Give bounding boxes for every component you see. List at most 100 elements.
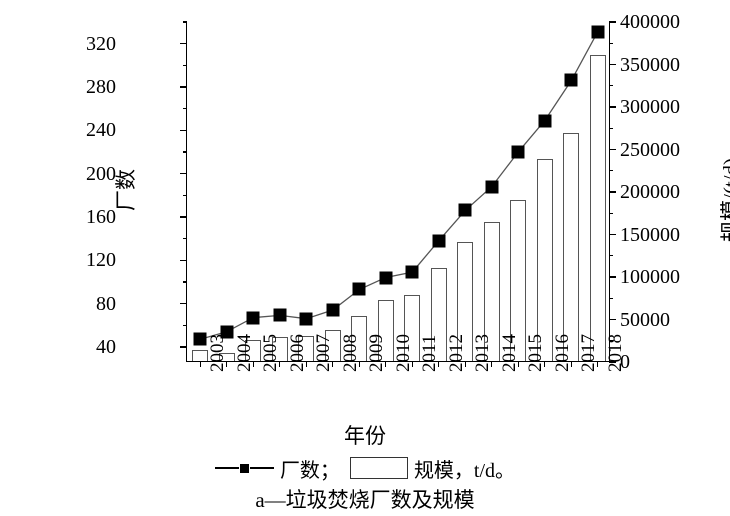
x-tick: [385, 361, 387, 367]
x-ticklabel: 2018: [604, 334, 626, 372]
x-ticklabel: 2010: [392, 334, 414, 372]
y-tick-left: [180, 86, 187, 88]
y-tick-right: [609, 63, 616, 66]
legend-label-capacity: 规模，t/d。: [413, 459, 516, 482]
legend-square-marker-icon: [239, 463, 249, 473]
bar-capacity: [404, 294, 421, 361]
y-tick-right: [609, 361, 616, 363]
plot-area: [180, 21, 616, 367]
legend-bar-swatch-icon: [349, 457, 408, 480]
x-tick: [544, 361, 546, 367]
x-tick: [332, 361, 334, 367]
y-ticklabel-right: 250000: [620, 138, 680, 161]
bar-capacity: [536, 158, 553, 361]
y-minor-tick-right: [609, 127, 613, 129]
y-tick-right: [609, 233, 616, 236]
data-point-marker: [432, 234, 446, 248]
y-ticklabel-right: 350000: [620, 53, 680, 76]
y-minor-tick-left: [183, 21, 187, 23]
x-tick: [517, 361, 519, 367]
y-ticklabel-left: 40: [96, 335, 116, 358]
y-tick-left: [180, 172, 187, 175]
y-tick-left: [180, 216, 187, 218]
y-ticklabel-right: 300000: [620, 96, 680, 118]
x-tick: [438, 361, 440, 367]
y-ticklabel-left: 240: [86, 119, 116, 142]
bar-capacity: [483, 222, 500, 361]
data-point-marker: [511, 145, 525, 159]
data-point-marker: [326, 303, 340, 317]
y-tick-left: [180, 42, 187, 45]
data-point-marker: [193, 332, 207, 346]
bar-capacity: [430, 267, 447, 361]
bar-capacity: [589, 55, 606, 361]
bar-capacity: [324, 329, 341, 361]
y-ticklabel-left: 80: [96, 292, 116, 315]
data-point-marker: [591, 25, 605, 39]
y-minor-tick-right: [609, 255, 613, 257]
legend-label-plants: 厂数；: [279, 459, 340, 482]
data-point-marker: [352, 282, 366, 296]
bar-capacity: [457, 242, 474, 361]
x-tick: [464, 361, 466, 367]
bar-capacity: [510, 199, 527, 361]
y-minor-tick-right: [609, 212, 613, 214]
y-ticklabel-right: 200000: [620, 181, 680, 203]
data-point-marker: [379, 271, 393, 285]
y-minor-tick-left: [183, 194, 187, 196]
x-ticklabel: 2004: [233, 334, 255, 372]
bar-capacity: [563, 133, 580, 361]
data-point-marker: [564, 73, 578, 87]
y-tick-left: [180, 346, 187, 348]
legend-line-right: [249, 467, 274, 469]
bar-capacity: [245, 339, 262, 361]
y-axis-title-right: 规模/(t/d): [719, 158, 730, 242]
bar-capacity: [298, 336, 315, 361]
line-series-plants: [200, 31, 599, 340]
y-ticklabel-left: 200: [86, 162, 116, 185]
y-ticklabel-left: 160: [86, 205, 116, 228]
data-point-marker: [538, 114, 552, 128]
x-ticklabel: 2006: [286, 334, 308, 372]
x-ticklabel: 2007: [313, 334, 335, 372]
y-ticklabel-right: 0: [620, 351, 630, 373]
y-ticklabel-right: 100000: [620, 266, 680, 288]
y-ticklabel-left: 120: [86, 249, 116, 272]
x-ticklabel: 2011: [419, 334, 441, 372]
y-tick-right: [609, 106, 616, 108]
y-tick-right: [609, 276, 616, 278]
bar-capacity: [192, 349, 209, 361]
data-point-marker: [299, 312, 313, 326]
x-ticklabel: 2012: [445, 334, 467, 372]
data-point-marker: [273, 308, 287, 322]
y-minor-tick-right: [609, 85, 613, 87]
legend-line-left: [214, 467, 239, 469]
y-tick-left: [180, 129, 187, 131]
y-ticklabel-right: 150000: [620, 223, 680, 246]
x-tick: [570, 361, 572, 367]
y-minor-tick-right: [609, 297, 613, 299]
x-ticklabel: 2005: [260, 334, 282, 372]
y-ticklabel-right: 50000: [620, 308, 670, 331]
x-tick: [597, 361, 599, 367]
x-tick: [491, 361, 493, 367]
x-ticklabel: 2016: [551, 334, 573, 372]
data-point-marker: [485, 180, 499, 194]
data-point-marker: [220, 325, 234, 339]
x-tick: [411, 361, 413, 367]
y-minor-tick-right: [609, 340, 613, 342]
y-tick-right: [609, 148, 616, 151]
y-minor-tick-right: [609, 42, 613, 44]
figure-caption: a—垃圾焚烧厂数及规模: [255, 488, 475, 512]
y-ticklabel-left: 320: [86, 32, 116, 55]
data-point-marker: [405, 265, 419, 279]
x-tick: [279, 361, 281, 367]
x-axis-title: 年份: [344, 424, 386, 448]
y-tick-right: [609, 191, 616, 193]
bar-capacity: [377, 299, 394, 361]
x-ticklabel: 2008: [339, 334, 361, 372]
data-point-marker: [246, 311, 260, 325]
x-tick: [252, 361, 254, 367]
y-tick-left: [180, 302, 187, 305]
